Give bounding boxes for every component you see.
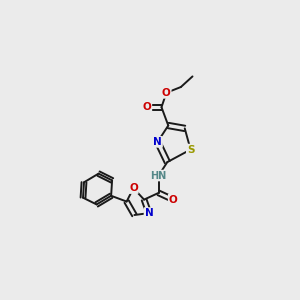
Text: O: O: [129, 183, 138, 193]
Text: O: O: [142, 102, 151, 112]
Text: HN: HN: [151, 171, 167, 181]
Text: N: N: [153, 137, 162, 147]
Text: O: O: [169, 195, 178, 205]
Text: O: O: [162, 88, 171, 98]
Text: S: S: [187, 145, 194, 154]
Text: N: N: [145, 208, 153, 218]
